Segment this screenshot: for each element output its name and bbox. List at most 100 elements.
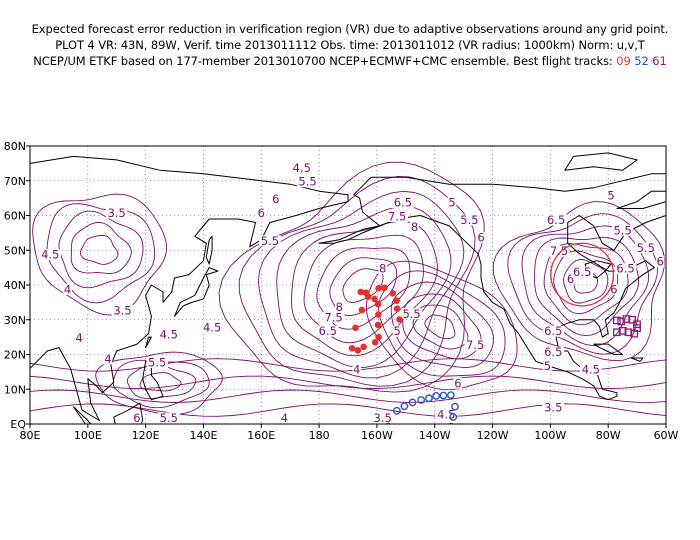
track-52-point: [417, 396, 426, 404]
contour-label-bg: [447, 197, 457, 209]
x-tick-label: 140W: [419, 429, 451, 442]
track-09-point: [375, 284, 382, 292]
track-09-point: [381, 284, 388, 292]
contour-label: 4: [353, 362, 360, 376]
y-tick-label: 70N: [4, 175, 26, 188]
contour-label-bg: [317, 325, 339, 337]
contour-label-bg: [74, 332, 84, 344]
track-52-point: [398, 429, 404, 435]
contour-pacific: [238, 175, 476, 387]
contour-pacific: [218, 161, 485, 393]
contour-asia: [80, 234, 119, 265]
contour-label: 5.5: [160, 411, 178, 425]
contour-label: 8: [411, 220, 418, 234]
title-line-2: PLOT 4 VR: 43N, 89W, Verif. time 2013011…: [55, 38, 645, 52]
track-09-label: 09: [616, 54, 631, 68]
track-61-label: 61: [652, 54, 667, 68]
x-tick-label: 100E: [74, 429, 102, 442]
contour-label-bg: [542, 346, 565, 358]
y-tick-label: 20N: [4, 349, 26, 362]
contour-pacific: [291, 220, 438, 357]
contour-label: 3.5: [544, 401, 562, 415]
contour-pacific: [257, 190, 465, 379]
contour-east-pacific: [424, 314, 456, 340]
x-tick-label: 180: [309, 429, 330, 442]
x-tick-label: 120E: [132, 429, 160, 442]
contour-label: 3.5: [113, 303, 131, 317]
contour-label-bg: [158, 329, 180, 341]
contour-label: 3.5: [108, 206, 126, 220]
track-61-point: [622, 315, 631, 323]
contour-label-bg: [606, 190, 616, 202]
contour-asia: [58, 210, 144, 289]
contour-label-bg: [378, 263, 387, 275]
title-line-1: Expected forecast error reduction in ver…: [31, 22, 669, 36]
contour-label: 4.5: [437, 408, 455, 422]
track-09-point: [358, 306, 366, 314]
contour-equatorial: [30, 403, 666, 417]
contour-label: 6: [477, 230, 484, 244]
contour-label: 8: [336, 300, 343, 314]
contour-label: 5: [544, 359, 551, 373]
contour-label-bg: [335, 301, 344, 313]
track-52-point: [432, 391, 441, 400]
track-09-point: [371, 295, 378, 303]
track-09-point: [396, 316, 403, 323]
contour-label-bg: [609, 283, 619, 295]
contour-label-bg: [566, 273, 575, 285]
contour-label-bg: [611, 224, 634, 236]
contour-label: 8: [379, 262, 386, 276]
contour-label: 5.5: [613, 223, 631, 237]
contour-label-bg: [280, 412, 289, 424]
contour-label: 4.5: [293, 161, 311, 175]
contour-label: 4.5: [108, 428, 126, 442]
contour-label: 5.5: [261, 234, 279, 248]
contour-north-america: [563, 259, 609, 304]
coastline: [205, 235, 213, 265]
contour-label-bg: [542, 325, 565, 337]
contour-east-pacific: [366, 260, 518, 391]
coastline: [616, 190, 666, 209]
track-09-point: [354, 347, 362, 354]
x-tick-label: 160W: [361, 429, 393, 442]
coastline: [142, 360, 164, 401]
track-52-point: [447, 391, 455, 400]
title-line-3: NCEP/UM ETKF based on 177-member 2013010…: [0, 54, 700, 68]
contour-label-bg: [545, 214, 567, 226]
track-09-point: [374, 321, 382, 329]
contour-label-bg: [257, 207, 266, 219]
contour-asia: [46, 203, 156, 304]
track-09-point: [389, 290, 397, 297]
contour-tropical-west: [95, 351, 223, 415]
contour-north-america: [534, 237, 640, 337]
contour-label-bg: [655, 256, 665, 268]
track-52-point: [425, 394, 433, 403]
contour-label-bg: [296, 176, 319, 188]
contour-label: 6: [133, 411, 140, 425]
track-52-label: 52: [634, 54, 649, 68]
contour-label-bg: [392, 197, 414, 209]
contour-label: 6.5: [544, 345, 562, 359]
contour-label: 7.5: [388, 209, 406, 223]
track-52-point: [392, 427, 398, 433]
x-tick-label: 80W: [596, 429, 621, 442]
coastlines: [30, 152, 666, 424]
x-tick-label: 140E: [189, 429, 217, 442]
contour-label: 6.5: [394, 196, 412, 210]
contour-label-bg: [614, 263, 637, 275]
contour-label-bg: [458, 214, 481, 226]
contour-label-bg: [548, 245, 570, 257]
contour-equatorial: [30, 358, 666, 372]
track-52-point: [408, 398, 417, 407]
contour-label: 4.5: [41, 248, 59, 262]
contour-north-america: [543, 243, 629, 326]
contour-equatorial: [30, 375, 666, 390]
contour-label-bg: [371, 412, 394, 424]
contour-label-bg: [132, 412, 142, 424]
track-52-point: [392, 406, 401, 415]
contour-label-bg: [146, 356, 168, 368]
contour-label: 4: [64, 282, 71, 296]
contour-label: 4: [75, 331, 82, 345]
contour-label: 5.5: [402, 307, 420, 321]
contour-label-bg: [580, 363, 602, 375]
